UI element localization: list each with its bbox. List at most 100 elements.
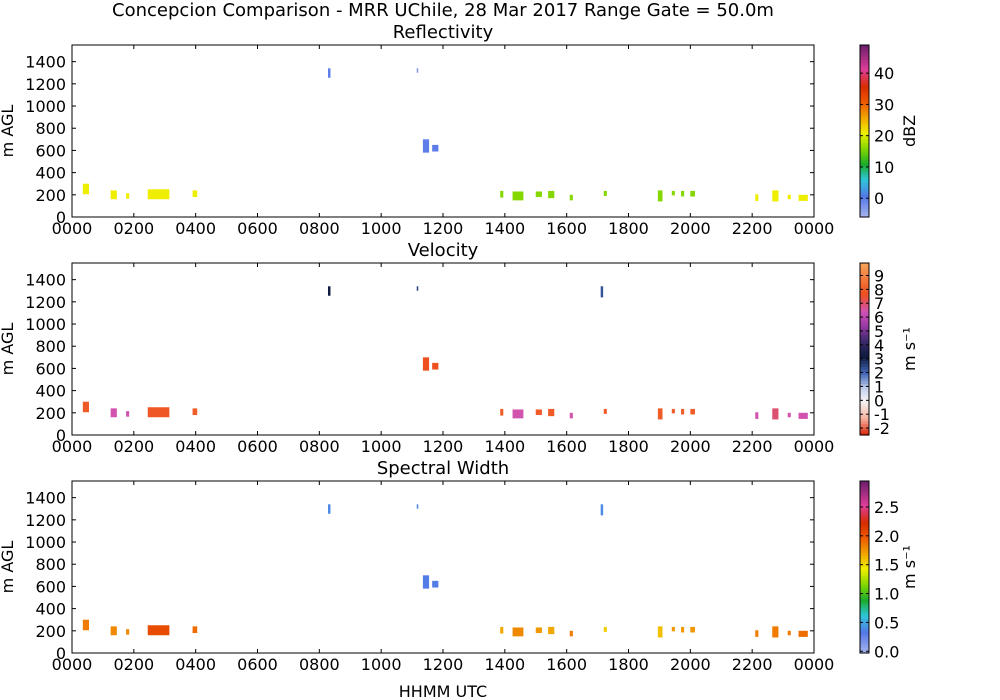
colorbar-swatch xyxy=(860,202,869,207)
colorbar-swatch xyxy=(860,277,869,281)
colorbar-swatch xyxy=(860,334,869,339)
x-tick-label: 0400 xyxy=(175,437,216,456)
y-tick-label: 1000 xyxy=(25,97,66,116)
data-segment xyxy=(110,190,117,200)
colorbar-swatch xyxy=(860,406,869,410)
colorbar: 0 10 20 30 40 dBZ xyxy=(859,44,919,218)
data-segment xyxy=(569,630,573,637)
panel-0: Reflectivitym AGL00000200040006000800100… xyxy=(0,22,919,238)
data-segment xyxy=(787,630,791,636)
data-segment xyxy=(147,189,170,200)
colorbar-swatch xyxy=(860,136,869,141)
colorbar-swatch xyxy=(860,291,869,296)
colorbar-tick-label: 8 xyxy=(874,280,884,299)
colorbar-swatch xyxy=(860,569,869,574)
y-axis-label: m AGL xyxy=(0,105,17,158)
colorbar-swatch xyxy=(860,595,869,600)
colorbar-swatch xyxy=(860,601,869,605)
colorbar-swatch xyxy=(860,99,869,103)
colorbar-swatch xyxy=(860,498,869,502)
colorbar-swatch xyxy=(860,558,869,562)
data-segment xyxy=(416,504,419,509)
colorbar-swatch xyxy=(860,357,869,362)
colorbar-swatch xyxy=(860,199,869,204)
panel-1: Velocitym AGL000002000400060008001000120… xyxy=(0,240,919,456)
colorbar-swatch xyxy=(860,351,869,356)
colorbar-swatch xyxy=(860,331,869,336)
x-tick-label: 0600 xyxy=(237,437,278,456)
x-tick-label: 2200 xyxy=(732,437,773,456)
colorbar-tick-label: 1 xyxy=(874,377,884,396)
colorbar-swatch xyxy=(860,122,869,126)
colorbar-swatch xyxy=(860,90,869,95)
colorbar-swatch xyxy=(860,380,869,384)
colorbar-swatch xyxy=(860,108,869,112)
colorbar-swatch xyxy=(860,578,869,582)
colorbar-swatch xyxy=(860,93,869,98)
colorbar-swatch xyxy=(860,59,869,63)
data-segment xyxy=(755,630,759,637)
colorbar-swatch xyxy=(860,343,869,347)
colorbar-swatch xyxy=(860,354,869,359)
x-tick-label: 0200 xyxy=(113,437,154,456)
panel-title: Reflectivity xyxy=(393,22,494,43)
x-tick-label: 0000 xyxy=(52,437,93,456)
colorbar-swatch xyxy=(860,306,869,310)
y-tick-label: 1200 xyxy=(25,293,66,312)
colorbar-swatch xyxy=(860,400,869,405)
colorbar-swatch xyxy=(860,414,869,419)
colorbar-swatch xyxy=(860,320,869,324)
colorbar-swatch xyxy=(860,125,869,129)
x-tick-label: 2000 xyxy=(670,219,711,238)
data-segment xyxy=(500,190,504,198)
data-segment xyxy=(110,408,117,418)
colorbar-swatch xyxy=(860,349,869,353)
x-tick-label: 0000 xyxy=(794,655,835,674)
colorbar-swatch xyxy=(860,205,869,209)
y-tick-label: 600 xyxy=(35,577,66,596)
data-segment xyxy=(192,408,198,416)
x-tick-label: 0600 xyxy=(237,219,278,238)
data-segment xyxy=(192,190,198,198)
y-tick-label: 1000 xyxy=(25,533,66,552)
data-segment xyxy=(772,408,779,420)
colorbar-swatch xyxy=(860,397,869,402)
data-segment xyxy=(82,401,90,413)
data-segment xyxy=(603,190,607,196)
colorbar-swatch xyxy=(860,328,869,333)
colorbar-swatch xyxy=(860,191,869,195)
colorbar-swatch xyxy=(860,432,869,436)
colorbar-tick-label: 0 xyxy=(874,189,884,208)
data-segment xyxy=(671,626,675,632)
data-segment xyxy=(798,630,808,637)
colorbar-swatch xyxy=(860,268,869,273)
colorbar-swatch xyxy=(860,85,869,89)
colorbar-swatch xyxy=(860,151,869,155)
colorbar-swatch xyxy=(860,592,869,597)
colorbar-swatch xyxy=(860,546,869,551)
panel-title: Spectral Width xyxy=(377,458,509,479)
colorbar-swatch xyxy=(860,265,869,270)
x-tick-label: 1400 xyxy=(484,437,525,456)
colorbar-swatch xyxy=(860,185,869,189)
data-segment xyxy=(82,183,90,195)
colorbar-swatch xyxy=(860,128,869,132)
colorbar: 0.0 0.5 1.0 1.5 2.0 2.5 m s⁻¹ xyxy=(859,480,919,661)
y-tick-label: 0 xyxy=(56,644,66,663)
colorbar-tick-label: 0 xyxy=(874,391,884,410)
x-axis-label: HHMM UTC xyxy=(399,682,487,700)
colorbar-swatch xyxy=(860,512,869,516)
colorbar-swatch xyxy=(860,392,869,396)
colorbar-swatch xyxy=(860,641,869,645)
colorbar-swatch xyxy=(860,67,869,72)
colorbar-swatch xyxy=(860,489,869,494)
data-segment xyxy=(500,626,504,634)
colorbar-swatch xyxy=(860,386,869,390)
data-segment xyxy=(500,408,504,416)
x-tick-label: 0400 xyxy=(175,655,216,674)
x-tick-label: 1000 xyxy=(361,437,402,456)
data-segment xyxy=(126,411,130,417)
colorbar-swatch xyxy=(860,145,869,149)
colorbar-swatch xyxy=(860,584,869,588)
